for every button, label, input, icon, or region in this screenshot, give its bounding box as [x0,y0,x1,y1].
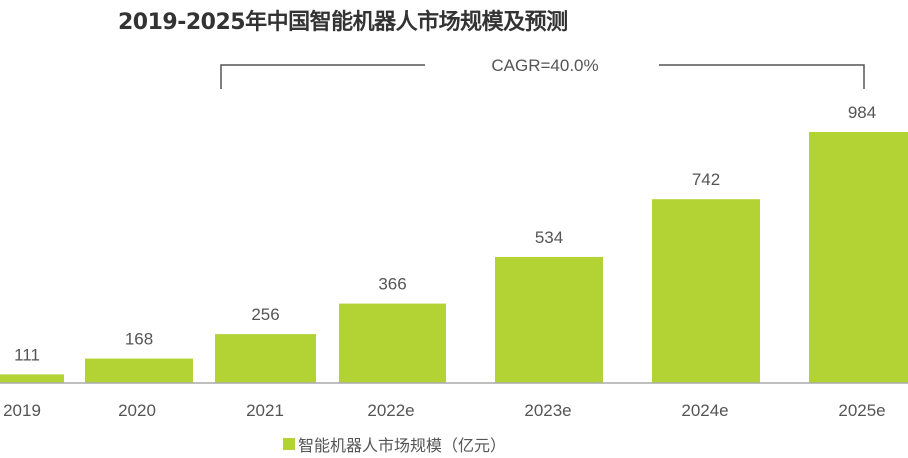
chart-title: 2019-2025年中国智能机器人市场规模及预测 [118,10,568,35]
x-tick-label: 2023e [524,401,571,420]
x-tick-label: 2022e [367,401,414,420]
bar-2025e [809,132,908,383]
legend-label: 智能机器人市场规模（亿元） [298,436,507,455]
data-label: 256 [251,305,279,324]
bar-2022e [339,303,446,383]
cagr-bracket-right [659,64,865,89]
data-label: 984 [848,103,876,122]
cagr-annotation: CAGR=40.0% [491,56,598,75]
data-label: 111 [14,345,40,364]
x-tick-label: 2025e [838,401,885,420]
x-tick-label: 2024e [681,401,728,420]
bar-2021 [215,334,316,383]
legend-swatch [283,438,295,450]
x-tick-label: 2021 [246,401,284,420]
data-label: 168 [125,330,153,349]
legend: 智能机器人市场规模（亿元） [283,432,506,456]
bar-2023e [495,256,603,383]
bar-2020 [85,358,193,383]
bar-2019 [0,374,64,383]
bar-2024e [652,199,760,383]
data-label: 366 [378,275,406,294]
x-tick-label: 2019 [3,401,41,420]
cagr-bracket-left [220,64,425,89]
data-label: 742 [692,170,720,189]
data-label: 534 [535,228,563,247]
x-tick-label: 2020 [118,401,156,420]
